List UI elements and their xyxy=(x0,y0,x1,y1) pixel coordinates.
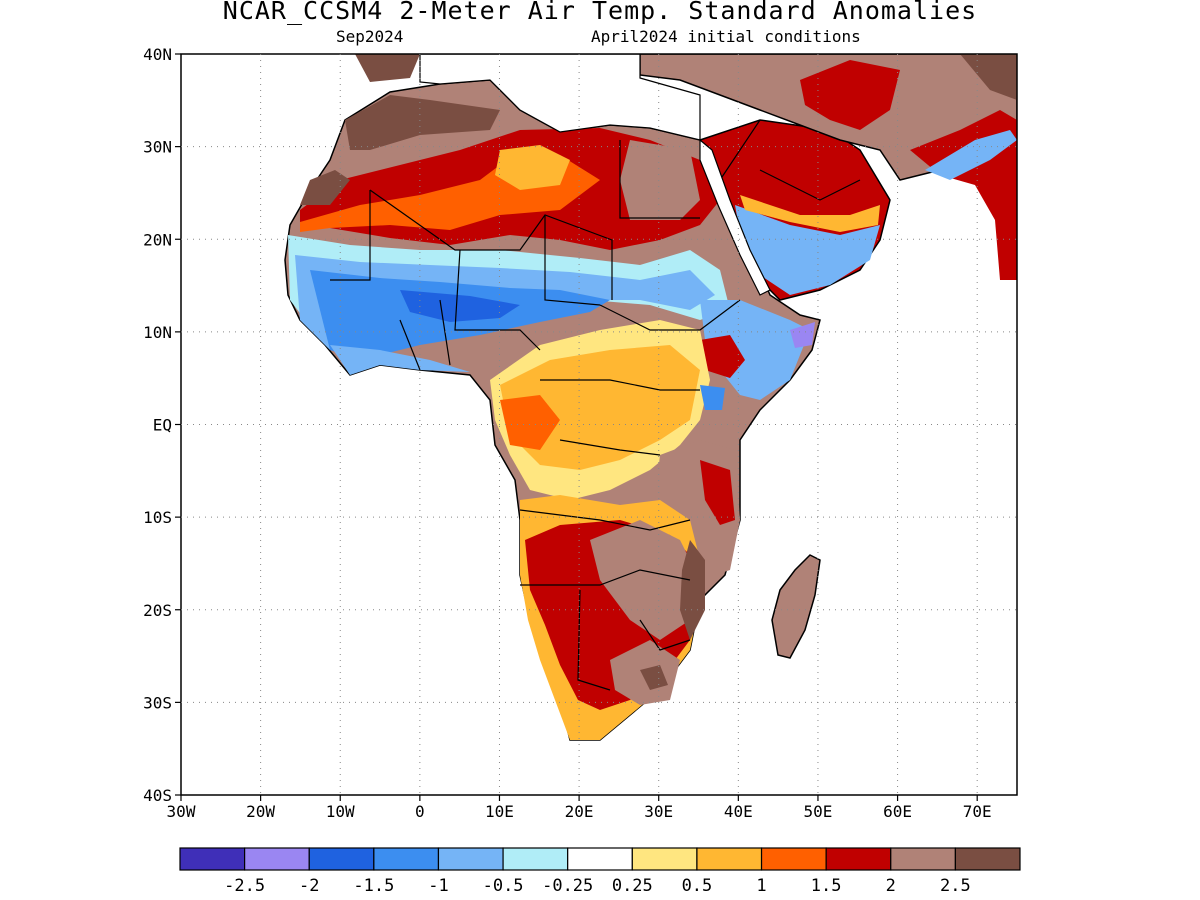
lon-tick-label: 30E xyxy=(644,802,673,821)
lat-tick-label: 30N xyxy=(143,138,172,157)
west-africa-blue xyxy=(330,345,470,375)
legend-label: -2.5 xyxy=(224,876,265,896)
iran-red-band xyxy=(800,60,900,130)
lat-tick-label: 40N xyxy=(143,45,172,64)
legend-label: 1 xyxy=(756,876,766,896)
mozambique-darkbrown xyxy=(680,540,705,640)
ethiopia-red-spot xyxy=(700,335,745,378)
madagascar-landmass xyxy=(771,554,821,659)
somalia-purple-spot xyxy=(790,322,815,348)
sahara-yellow-patch xyxy=(495,145,570,190)
legend-swatch xyxy=(244,847,310,871)
sahel-darkblue-core xyxy=(400,290,520,322)
legend-swatch xyxy=(696,847,763,871)
initial-conditions-label: April2024 initial conditions xyxy=(591,27,861,46)
legend-swatch xyxy=(890,847,956,871)
lake-victoria-blue xyxy=(700,385,725,410)
legend-label: 0.5 xyxy=(682,876,713,896)
valid-month-label: Sep2024 xyxy=(336,27,404,46)
legend-swatch xyxy=(308,847,375,871)
lon-tick-label: 20E xyxy=(565,802,594,821)
lesotho-darkbrown xyxy=(640,665,668,690)
color-legend: -2.5 -2 -1.5 -1 -0.5 -0.25 0.25 0.5 1 1.5 2 2.5 xyxy=(179,847,1021,896)
zambia-brown xyxy=(590,520,700,640)
map-plot-area xyxy=(284,54,1017,741)
mediterranean-sea xyxy=(419,54,701,141)
arabia-orange-band xyxy=(740,195,880,232)
tanzania-red xyxy=(700,460,735,525)
legend-label: 1.5 xyxy=(811,876,842,896)
map-title: NCAR_CCSM4 2-Meter Air Temp. Standard An… xyxy=(222,0,978,25)
egypt-brown-patch xyxy=(620,140,700,220)
lat-tick-label: 20S xyxy=(143,601,172,620)
lat-tick-label: 40S xyxy=(143,786,172,805)
legend-swatch xyxy=(954,847,1021,871)
legend-label: 2 xyxy=(886,876,896,896)
lon-tick-label: 30W xyxy=(167,802,196,821)
legend-label: -1 xyxy=(428,876,448,896)
legend-label: -2 xyxy=(299,876,319,896)
lat-tick-label: EQ xyxy=(153,416,172,435)
lon-tick-label: 10E xyxy=(485,802,514,821)
red-sea xyxy=(699,138,771,296)
central-orange-region xyxy=(500,345,700,470)
lon-tick-label: 10W xyxy=(326,802,355,821)
legend-swatch xyxy=(760,847,827,871)
legend-swatch xyxy=(567,847,633,871)
legend-swatch xyxy=(631,847,698,871)
turkey-darkbrown xyxy=(960,54,1017,100)
lon-tick-label: 60E xyxy=(883,802,912,821)
morocco-darkbrown xyxy=(345,95,500,150)
arabia-blue-band xyxy=(735,205,880,295)
pakistan-blue-strip xyxy=(925,130,1017,180)
graticule xyxy=(181,54,1017,795)
lat-tick-label: 30S xyxy=(143,693,172,712)
legend-label: -1.5 xyxy=(353,876,394,896)
lat-tick-label: 10N xyxy=(143,323,172,342)
legend-swatch xyxy=(825,847,892,871)
lon-tick-label: 0 xyxy=(415,802,425,821)
lon-tick-label: 70E xyxy=(963,802,992,821)
nw-coast-darkbrown xyxy=(300,170,350,205)
legend-label: 2.5 xyxy=(940,876,971,896)
lon-tick-label: 20W xyxy=(246,802,275,821)
legend-swatch xyxy=(373,847,440,871)
iberia-darkbrown xyxy=(355,54,420,82)
legend-swatch xyxy=(179,847,246,871)
legend-label: -0.5 xyxy=(483,876,524,896)
legend-swatch xyxy=(502,847,569,871)
lon-tick-label: 40E xyxy=(724,802,753,821)
lat-tick-label: 20N xyxy=(143,230,172,249)
lon-tick-label: 50E xyxy=(803,802,832,821)
gabon-redorange-spot xyxy=(500,395,560,450)
legend-label: 0.25 xyxy=(612,876,653,896)
legend-swatch xyxy=(437,847,504,871)
legend-label: -0.25 xyxy=(542,876,593,896)
lat-tick-label: 10S xyxy=(143,508,172,527)
